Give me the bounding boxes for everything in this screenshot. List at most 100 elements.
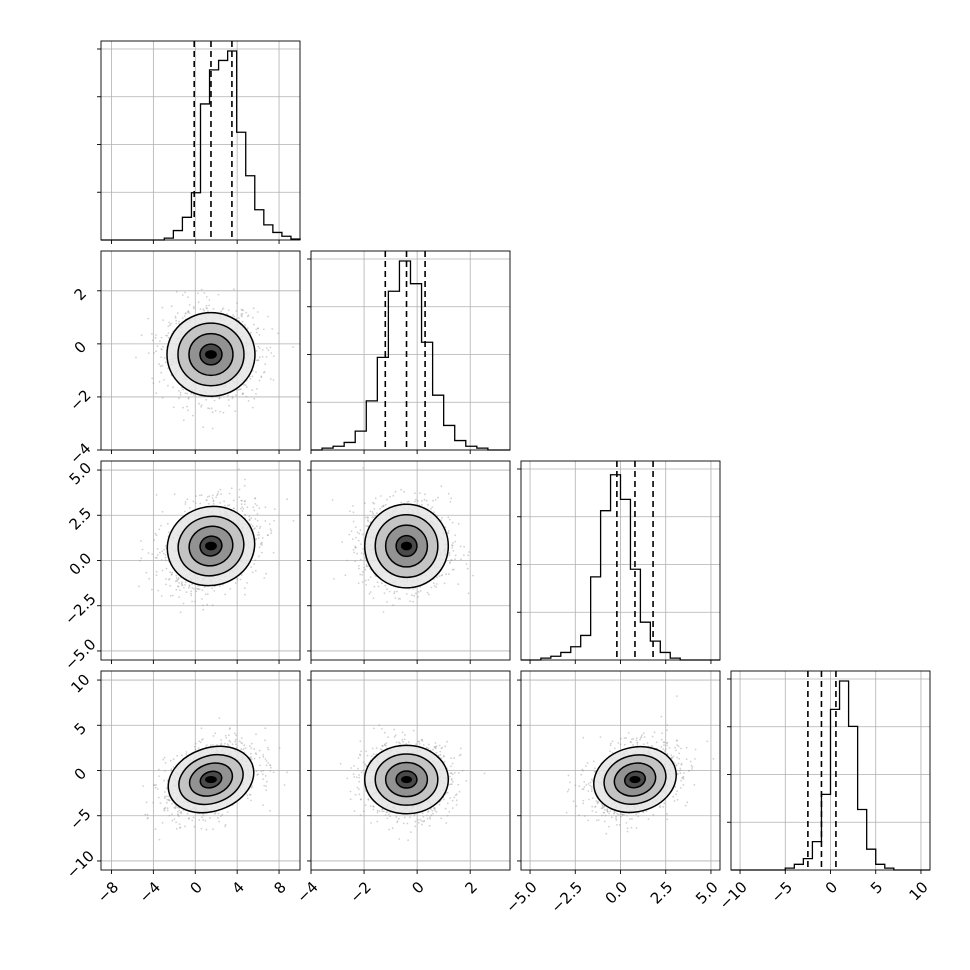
sample-point xyxy=(257,359,260,362)
sample-point xyxy=(354,526,357,528)
sample-point xyxy=(250,517,253,519)
sample-point xyxy=(241,392,244,395)
histogram-panel-2 xyxy=(517,460,721,664)
sample-point xyxy=(472,574,474,577)
sample-point xyxy=(157,589,160,592)
sample-point xyxy=(206,593,209,596)
sample-point xyxy=(202,819,205,821)
sample-point xyxy=(239,578,242,581)
sample-point xyxy=(176,312,179,314)
sample-point xyxy=(203,586,206,588)
sample-point xyxy=(158,380,161,383)
sample-point xyxy=(454,554,457,557)
histogram-2 xyxy=(521,474,720,661)
sample-point xyxy=(202,738,204,740)
sample-point xyxy=(256,359,258,362)
sample-point xyxy=(258,527,261,529)
sample-point xyxy=(382,504,385,507)
sample-point xyxy=(272,355,275,357)
sample-point xyxy=(241,393,244,395)
sample-point xyxy=(151,588,153,591)
sample-point xyxy=(240,574,243,576)
sample-point xyxy=(449,562,451,564)
sample-point xyxy=(267,534,269,536)
sample-point xyxy=(176,580,178,582)
sample-point xyxy=(417,500,419,502)
sample-point xyxy=(156,554,159,556)
sample-point xyxy=(176,810,179,813)
sample-point xyxy=(207,310,209,312)
sample-point xyxy=(460,558,462,561)
sample-point xyxy=(240,741,243,744)
sample-point xyxy=(246,315,249,318)
sample-point xyxy=(151,339,154,342)
sample-point xyxy=(234,740,237,743)
sample-point xyxy=(421,503,423,506)
sample-point xyxy=(161,550,164,553)
sample-point xyxy=(447,530,450,532)
sample-point xyxy=(412,600,414,603)
sample-point xyxy=(355,536,357,539)
density-peak xyxy=(205,350,217,359)
sample-point xyxy=(192,393,195,396)
sample-point xyxy=(238,388,241,391)
sample-point xyxy=(139,559,142,562)
sample-point xyxy=(187,586,190,589)
sample-point xyxy=(201,589,204,592)
sample-point xyxy=(165,334,167,337)
sample-point xyxy=(217,493,219,495)
sample-point xyxy=(218,717,221,719)
sample-point xyxy=(250,747,253,750)
sample-point xyxy=(441,517,443,519)
sample-point xyxy=(448,554,451,557)
sample-point xyxy=(362,547,365,550)
sample-point xyxy=(147,352,150,354)
sample-point xyxy=(269,346,272,349)
sample-point xyxy=(202,608,205,611)
sample-point xyxy=(425,499,428,502)
sample-point xyxy=(151,553,154,555)
sample-point xyxy=(263,371,266,373)
sample-point xyxy=(427,503,429,506)
sample-point xyxy=(187,396,190,399)
sample-point xyxy=(159,365,162,368)
sample-point xyxy=(207,407,210,409)
sample-point xyxy=(178,582,181,584)
sample-point xyxy=(201,816,203,819)
sample-point xyxy=(253,323,255,326)
sample-point xyxy=(400,488,402,491)
sample-point xyxy=(266,746,269,749)
sample-point xyxy=(246,582,249,584)
sample-point xyxy=(419,586,422,588)
sample-point xyxy=(445,573,447,576)
sample-point xyxy=(158,528,161,531)
sample-point xyxy=(419,590,422,592)
sample-point xyxy=(244,324,246,326)
sample-point xyxy=(250,786,253,789)
sample-point xyxy=(177,585,179,588)
sample-point xyxy=(247,797,249,800)
sample-point xyxy=(273,508,276,511)
sample-point xyxy=(357,582,360,585)
sample-point xyxy=(169,571,172,574)
histogram-0 xyxy=(101,50,301,241)
sample-point xyxy=(179,611,182,614)
density-peak xyxy=(205,541,217,551)
sample-point xyxy=(253,397,256,400)
sample-point xyxy=(187,397,190,400)
sample-point xyxy=(269,766,272,769)
sample-point xyxy=(270,532,272,535)
sample-point xyxy=(268,523,271,525)
sample-point xyxy=(253,563,256,565)
sample-point xyxy=(217,293,220,296)
sample-point xyxy=(164,545,167,547)
sample-point xyxy=(253,509,256,512)
sample-point xyxy=(243,484,246,487)
sample-point xyxy=(145,571,148,574)
sample-point xyxy=(163,797,166,799)
sample-point xyxy=(250,799,253,802)
sample-point xyxy=(194,600,196,603)
sample-point xyxy=(176,813,179,816)
sample-point xyxy=(212,828,215,831)
sample-point xyxy=(218,820,221,823)
